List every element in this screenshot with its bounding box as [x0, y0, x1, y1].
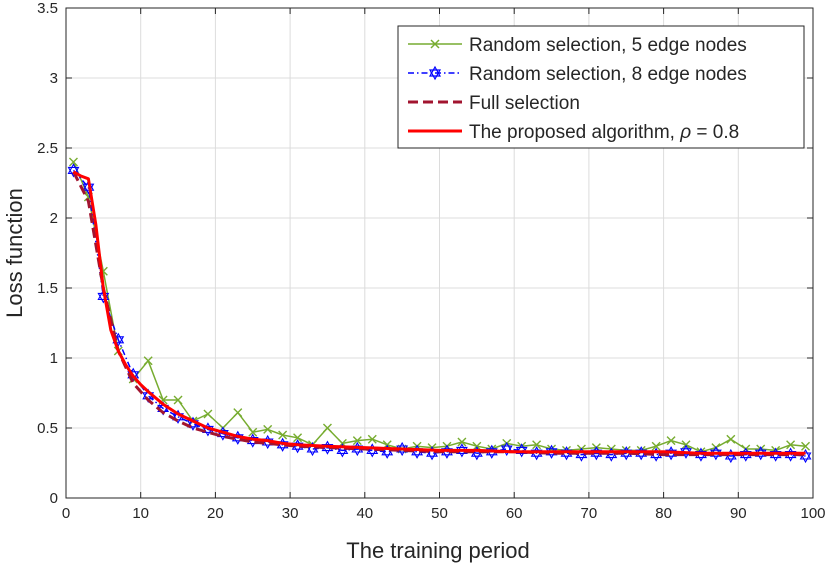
x-tick-label: 50 — [431, 505, 448, 522]
data-point — [278, 430, 288, 440]
series-group — [67, 157, 812, 464]
data-point — [367, 434, 377, 444]
data-point — [352, 436, 362, 446]
legend-box — [397, 25, 805, 149]
data-point — [203, 409, 213, 419]
x-tick-label: 0 — [62, 505, 70, 522]
y-tick-label: 2.5 — [37, 140, 58, 157]
x-tick-label: 40 — [356, 505, 373, 522]
x-tick-label: 20 — [207, 505, 224, 522]
data-point — [248, 427, 258, 437]
x-tick-label: 70 — [581, 505, 598, 522]
y-tick-label: 2 — [50, 210, 58, 227]
legend-label-random-5: Random selection, 5 edge nodes — [469, 35, 747, 56]
legend-label-random-8: Random selection, 8 edge nodes — [469, 64, 747, 85]
x-tick-label: 80 — [655, 505, 672, 522]
data-point — [322, 423, 332, 433]
data-point — [786, 440, 796, 450]
legend-entry-full: Full selection — [408, 93, 580, 114]
data-point — [457, 437, 467, 447]
y-tick-label: 1.5 — [37, 280, 58, 297]
data-point — [293, 433, 303, 443]
legend-label-proposed: The proposed algorithm, ρ = 0.8 — [469, 122, 739, 143]
legend-label-full: Full selection — [469, 93, 580, 114]
legend-entry-random-8: Random selection, 8 edge nodes — [408, 64, 747, 85]
data-point — [143, 356, 153, 366]
series-line — [72, 161, 806, 453]
data-point — [726, 434, 736, 444]
data-point — [666, 436, 676, 446]
x-tick-label: 90 — [730, 505, 747, 522]
legend-x-marker-icon — [430, 39, 440, 49]
legend-label-proposed-suffix: = 0.8 — [691, 122, 739, 143]
y-tick-label: 3.5 — [37, 0, 58, 17]
series-random-selection-5-edge-nodes — [68, 157, 811, 457]
x-tick-label: 60 — [506, 505, 523, 522]
y-tick-label: 1 — [50, 350, 58, 367]
data-point — [801, 441, 811, 451]
legend-entry-proposed: The proposed algorithm, ρ = 0.8 — [408, 122, 739, 143]
data-point — [233, 408, 243, 418]
legend: Random selection, 5 edge nodes Random se… — [397, 25, 805, 149]
data-point — [173, 395, 183, 405]
y-axis-label: Loss function — [2, 188, 27, 318]
x-tick-label: 10 — [132, 505, 149, 522]
data-point — [651, 441, 661, 451]
x-tick-label: 30 — [282, 505, 299, 522]
y-tick-label: 0.5 — [37, 420, 58, 437]
series-line — [72, 170, 806, 455]
x-axis-label: The training period — [346, 538, 529, 563]
y-tick-label: 3 — [50, 70, 58, 87]
data-point — [263, 424, 273, 434]
x-tick-label: 100 — [800, 505, 825, 522]
legend-entry-random-5: Random selection, 5 edge nodes — [408, 35, 747, 56]
legend-rho-symbol: ρ — [679, 122, 691, 143]
series-the-proposed-algorithm-0-8 — [72, 170, 806, 455]
axis-ticks: 0 10 20 30 40 50 60 70 80 90 100 0 0.5 1 1.5 2 2.5 3 3.5 — [37, 0, 825, 522]
y-tick-label: 0 — [50, 490, 58, 507]
data-point — [532, 440, 542, 450]
legend-label-proposed-prefix: The proposed algorithm, — [469, 122, 680, 143]
data-point — [68, 157, 78, 167]
legend-hexagram-marker-icon — [428, 65, 442, 81]
